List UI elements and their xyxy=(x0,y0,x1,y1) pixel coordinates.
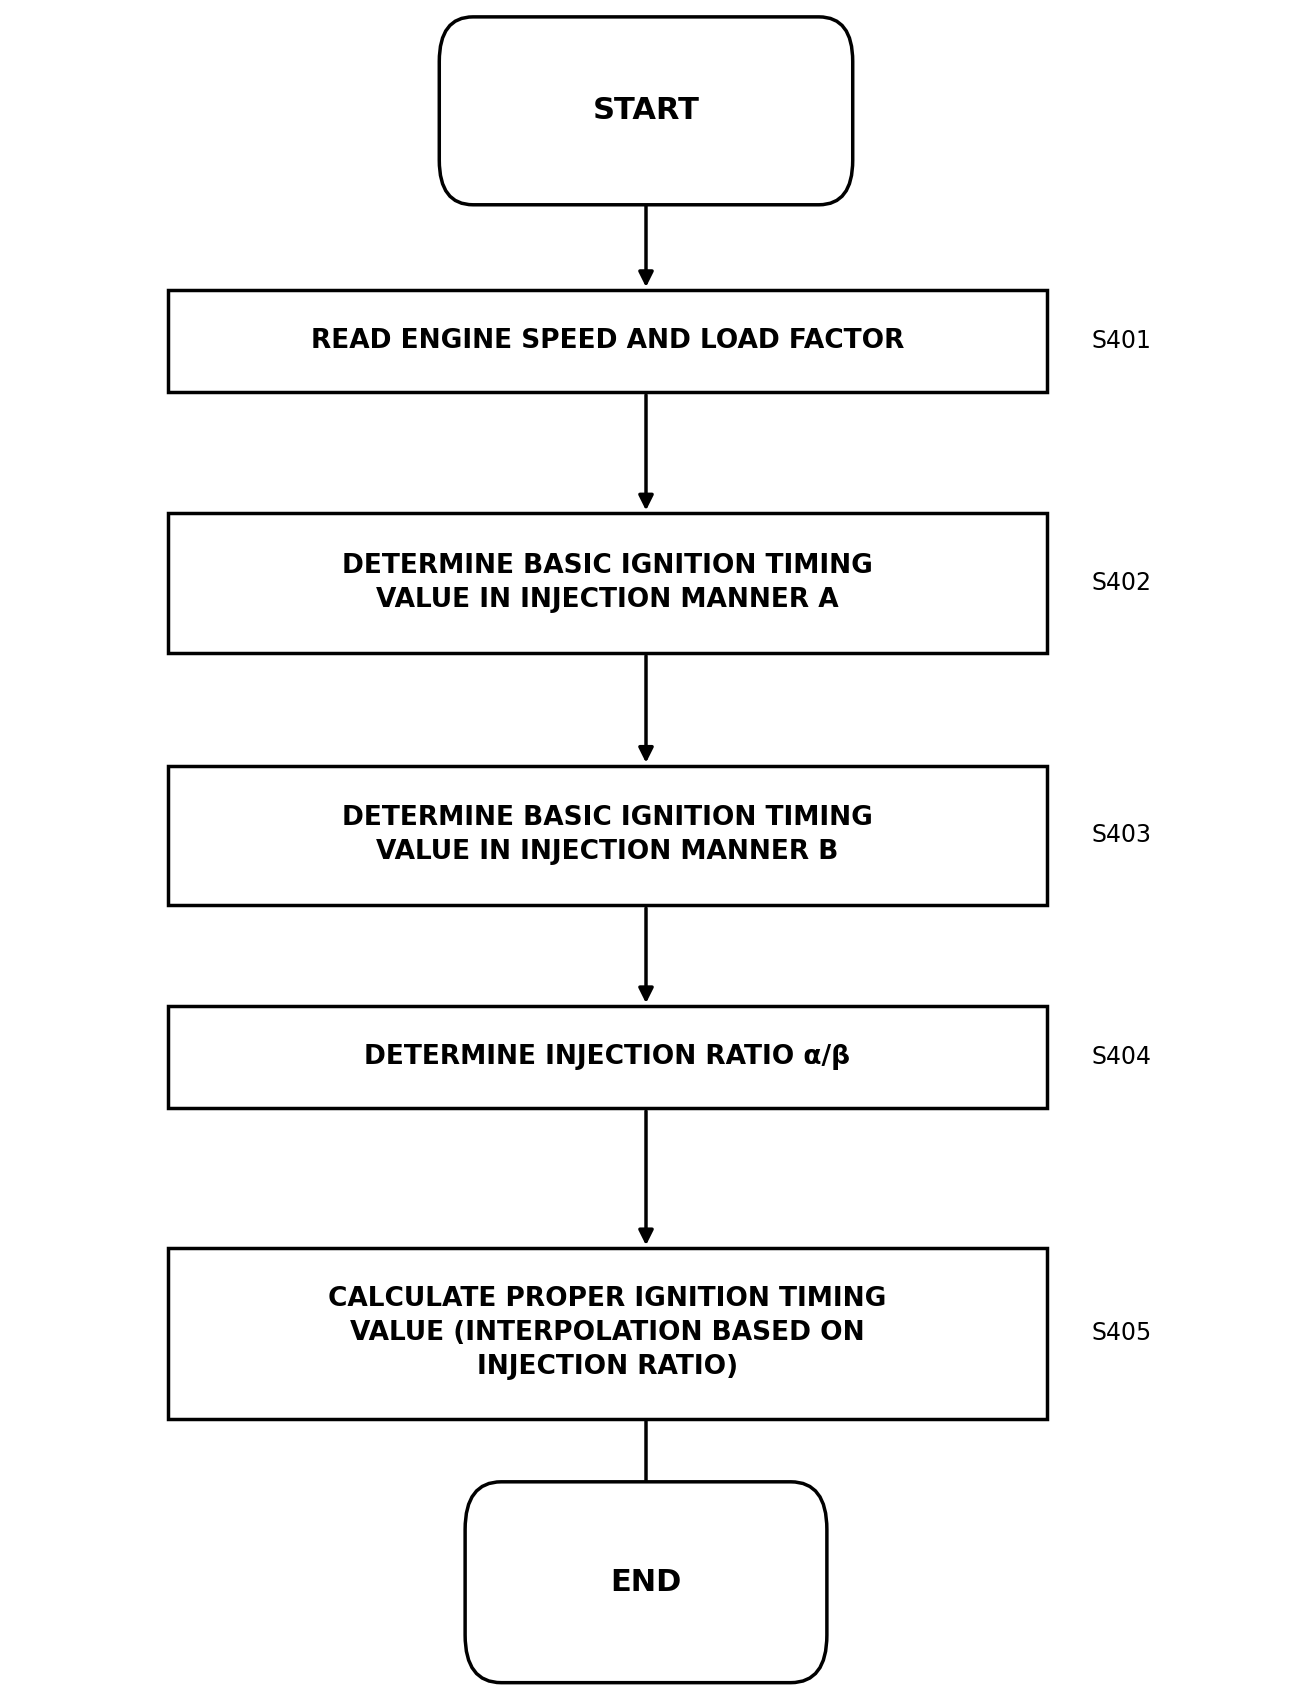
Text: S404: S404 xyxy=(1092,1045,1151,1069)
Text: END: END xyxy=(610,1567,682,1598)
Text: DETERMINE BASIC IGNITION TIMING
VALUE IN INJECTION MANNER A: DETERMINE BASIC IGNITION TIMING VALUE IN… xyxy=(342,552,872,614)
FancyBboxPatch shape xyxy=(439,17,853,205)
Text: S405: S405 xyxy=(1092,1321,1152,1345)
FancyBboxPatch shape xyxy=(168,1006,1047,1108)
Text: S401: S401 xyxy=(1092,329,1151,353)
FancyBboxPatch shape xyxy=(168,766,1047,905)
FancyBboxPatch shape xyxy=(168,1248,1047,1419)
Text: CALCULATE PROPER IGNITION TIMING
VALUE (INTERPOLATION BASED ON
INJECTION RATIO): CALCULATE PROPER IGNITION TIMING VALUE (… xyxy=(328,1286,886,1381)
Text: S402: S402 xyxy=(1092,571,1151,595)
Text: DETERMINE BASIC IGNITION TIMING
VALUE IN INJECTION MANNER B: DETERMINE BASIC IGNITION TIMING VALUE IN… xyxy=(342,805,872,866)
Text: READ ENGINE SPEED AND LOAD FACTOR: READ ENGINE SPEED AND LOAD FACTOR xyxy=(310,327,904,355)
Text: DETERMINE INJECTION RATIO α/β: DETERMINE INJECTION RATIO α/β xyxy=(364,1043,850,1071)
FancyBboxPatch shape xyxy=(168,290,1047,392)
FancyBboxPatch shape xyxy=(465,1482,827,1683)
Text: S403: S403 xyxy=(1092,824,1151,847)
FancyBboxPatch shape xyxy=(168,513,1047,653)
Text: START: START xyxy=(593,95,699,126)
